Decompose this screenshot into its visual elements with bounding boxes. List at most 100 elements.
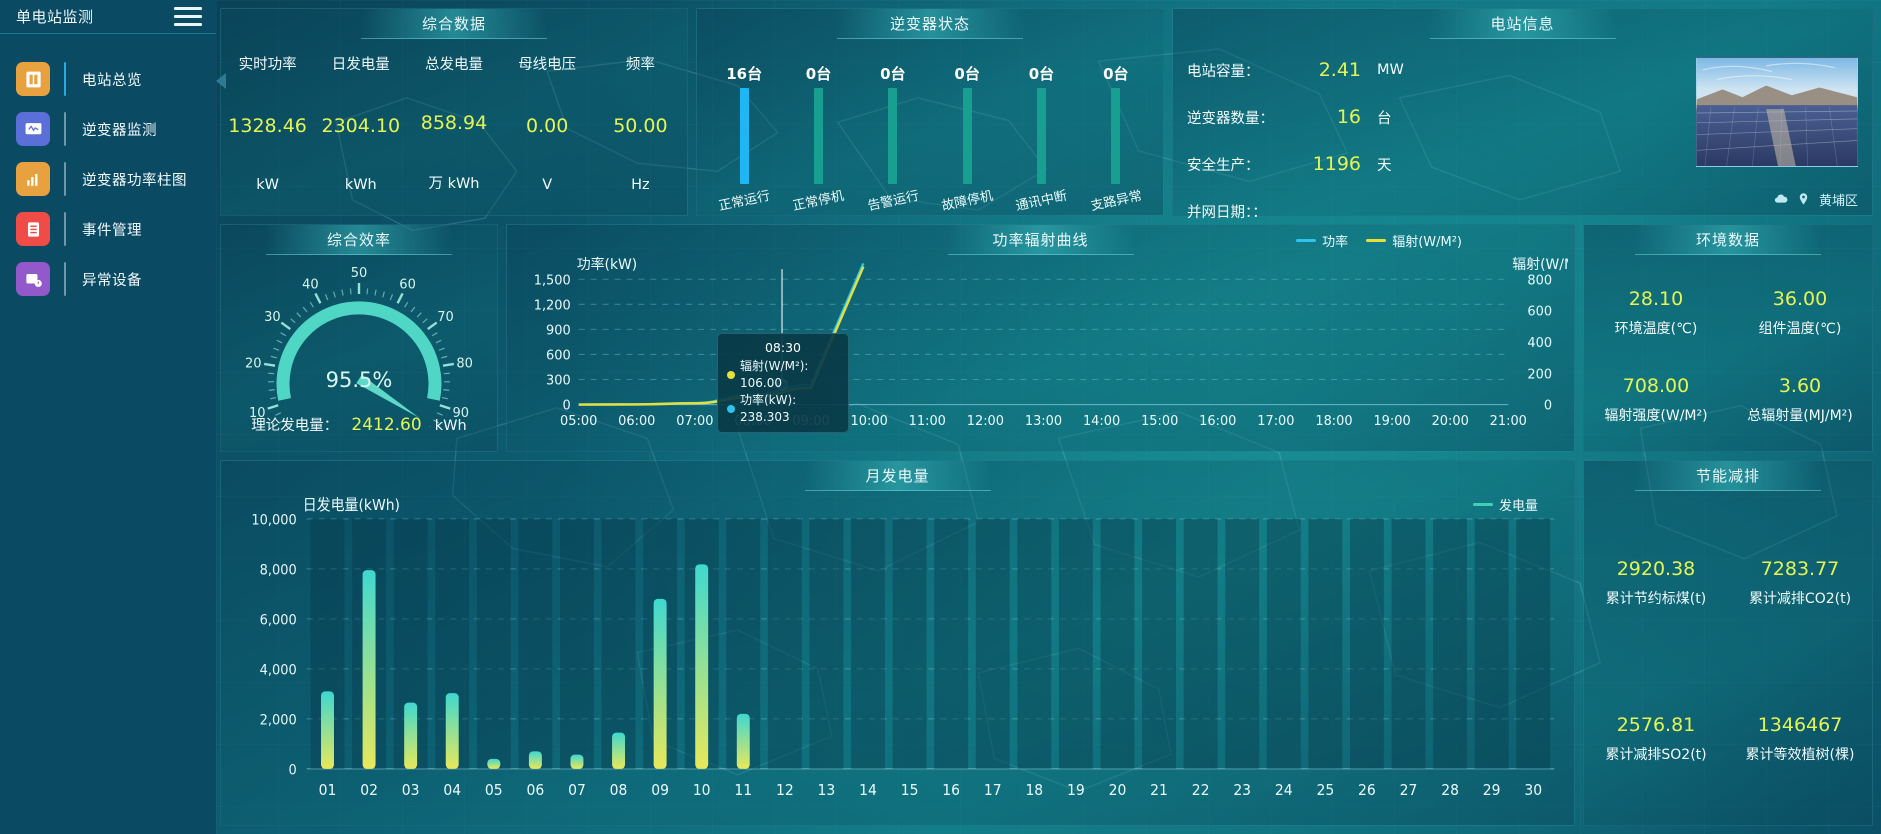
summary-metric-unit: Hz [631, 177, 650, 193]
report-icon [16, 62, 50, 96]
svg-text:01: 01 [319, 781, 337, 799]
environment-panel: 环境数据 28.10 环境温度(℃) 36.00 组件温度(℃) 708.00 辐射强度(… [1583, 224, 1873, 452]
svg-text:日发电量(kWh): 日发电量(kWh) [303, 497, 400, 515]
svg-text:14: 14 [859, 781, 877, 799]
station-info-unit: 台 [1377, 110, 1392, 127]
summary-metric-value: 858.94 [420, 112, 488, 134]
legend-item[interactable]: 辐射(W/M²) [1366, 231, 1462, 250]
svg-text:10:00: 10:00 [851, 414, 888, 429]
month-chart-legend: 发电量 [1472, 495, 1538, 514]
tooltip-text: 功率(kW): 238.303 [740, 393, 797, 424]
svg-text:11: 11 [734, 781, 752, 799]
svg-text:12:00: 12:00 [967, 414, 1004, 429]
inverter-status-item[interactable]: 0台 告警运行 [856, 49, 930, 214]
sidebar-item-1[interactable]: 电站总览 [0, 54, 216, 104]
svg-text:20:00: 20:00 [1432, 414, 1469, 429]
legend-swatch [1472, 503, 1493, 506]
svg-text:30: 30 [1524, 781, 1542, 799]
svg-text:17:00: 17:00 [1257, 414, 1294, 429]
station-info-label: 并网日期：： [1187, 204, 1267, 221]
collapse-arrow-icon[interactable] [216, 73, 226, 89]
metric-cell: 36.00 组件温度(℃) [1728, 288, 1872, 338]
sidebar-item-2[interactable]: 逆变器监测 [0, 104, 216, 154]
solar-farm-photo [1696, 57, 1858, 167]
summary-metric-label: 实时功率 [238, 57, 297, 73]
metric-label: 累计减排CO2(t) [1748, 591, 1852, 607]
svg-text:15:00: 15:00 [1141, 414, 1178, 429]
energy-saving-metrics: 2920.38 累计节约标煤(t) 7283.77 累计减排CO2(t) 2576.81… [1584, 505, 1872, 817]
inverter-status-panel: 逆变器状态 16台 正常运行 0台 正常停机 0台 告警运行 0台 故障停机 0台 通讯中断 0台支… [696, 8, 1164, 216]
theoretical-output-label: 理论发电量： [251, 418, 339, 434]
svg-text:17: 17 [984, 781, 1002, 799]
metric-cell: 708.00 辐射强度(W/M²) [1584, 375, 1728, 425]
svg-text:80: 80 [456, 356, 473, 371]
environment-metrics: 28.10 环境温度(℃) 36.00 组件温度(℃) 708.00 辐射强度(W/M²)… [1584, 269, 1872, 443]
svg-text:0: 0 [289, 762, 297, 779]
svg-text:40: 40 [302, 278, 319, 293]
metric-value: 2920.38 [1616, 558, 1696, 580]
inverter-status-bar [888, 88, 898, 184]
metric-label: 累计减排SO2(t) [1605, 747, 1707, 763]
svg-text:26: 26 [1358, 781, 1376, 799]
legend-item[interactable]: 功率 [1296, 231, 1348, 250]
inverter-status-item[interactable]: 16台 正常运行 [707, 49, 781, 214]
inverter-status-item[interactable]: 0台 通讯中断 [1004, 49, 1078, 214]
svg-text:07: 07 [568, 781, 586, 799]
sidebar-item-5[interactable]: 异常设备 [0, 254, 216, 304]
legend-label: 发电量 [1498, 499, 1538, 514]
inverter-status-label: 支路异常 [1089, 188, 1144, 215]
summary-title: 综合数据 [361, 9, 547, 39]
svg-text:60: 60 [399, 278, 416, 293]
svg-text:50: 50 [351, 266, 368, 281]
metric-cell: 3.60 总辐射量(MJ/M²) [1728, 375, 1872, 425]
sidebar-item-3[interactable]: 逆变器功率柱图 [0, 154, 216, 204]
metric-cell: 7283.77 累计减排CO2(t) [1728, 558, 1872, 608]
summary-metric: 总发电量 858.94 万 kWh [407, 53, 500, 193]
summary-metric-unit: 万 kWh [428, 176, 480, 192]
month-chart-plot: 日发电量(kWh) 0 2,000 4,000 6,000 8,000 10,000 01 02… [229, 495, 1564, 821]
svg-text:功率(kW): 功率(kW) [577, 256, 638, 273]
svg-text:16:00: 16:00 [1199, 414, 1236, 429]
inverter-status-bar [1036, 88, 1046, 184]
svg-text:24: 24 [1275, 781, 1293, 799]
svg-text:200: 200 [1527, 367, 1552, 382]
efficiency-gauge: 0102030405060708090100 95.5% [221, 259, 497, 429]
svg-text:11:00: 11:00 [909, 414, 946, 429]
summary-metric: 频率 50.00 Hz [594, 53, 687, 193]
station-info-value: 16 [1336, 106, 1361, 128]
sidebar-item-divider [64, 262, 66, 296]
station-info-row: 电站容量： 2.41 MW [1187, 53, 1578, 87]
tooltip-dot [727, 405, 735, 413]
svg-text:300: 300 [546, 373, 571, 388]
inverter-status-item[interactable]: 0台 支路异常 [1079, 49, 1153, 214]
environment-title: 环境数据 [1635, 225, 1821, 255]
metric-value: 7283.77 [1760, 558, 1840, 580]
inverter-status-item[interactable]: 0台 正常停机 [781, 49, 855, 214]
hamburger-icon[interactable] [174, 7, 202, 26]
power-chart-title: 功率辐射曲线 [947, 225, 1134, 255]
svg-text:23: 23 [1233, 781, 1251, 799]
sidebar-item-label: 事件管理 [82, 222, 142, 239]
metric-cell: 2920.38 累计节约标煤(t) [1584, 558, 1728, 608]
svg-text:10,000: 10,000 [251, 512, 296, 529]
station-info-value: 2.41 [1318, 59, 1361, 81]
station-info-value: 1196 [1312, 153, 1361, 175]
inverter-status-item[interactable]: 0台 故障停机 [930, 49, 1004, 214]
summary-metric-label: 母线电压 [518, 57, 577, 73]
summary-metric-unit: V [542, 177, 553, 193]
metric-label: 辐射强度(W/M²) [1604, 407, 1708, 424]
station-info-row: 安全生产： 1196 天 [1187, 147, 1578, 181]
station-location-text: 黄埔区 [1818, 194, 1858, 209]
theoretical-output-unit: kWh [434, 418, 467, 434]
legend-swatch [1296, 239, 1317, 242]
svg-text:28: 28 [1441, 781, 1459, 799]
summary-metric-value: 2304.10 [321, 114, 401, 137]
sidebar-item-4[interactable]: 事件管理 [0, 204, 216, 254]
sidebar-item-divider [64, 112, 66, 146]
sidebar-item-divider [64, 212, 66, 246]
clipboard-icon [16, 212, 50, 246]
summary-metric-label: 总发电量 [424, 57, 483, 73]
inverter-status-bar [739, 88, 749, 184]
svg-text:16: 16 [942, 781, 960, 799]
